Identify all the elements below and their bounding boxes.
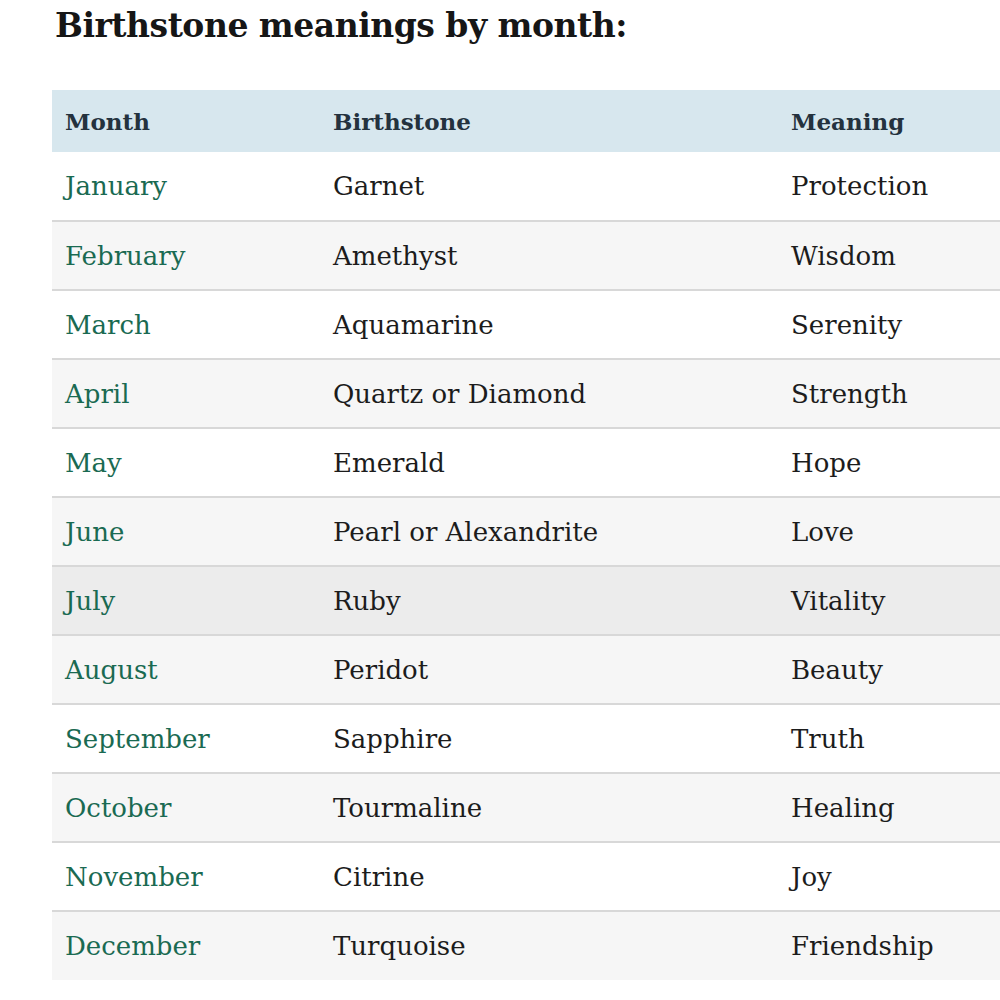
birthstone-cell: Emerald [320, 428, 778, 497]
birthstone-table: Month Birthstone Meaning January Garnet … [52, 90, 1000, 980]
column-header-month: Month [52, 90, 320, 152]
month-cell: July [52, 566, 320, 635]
table-row-november: November Citrine Joy [52, 842, 1000, 911]
month-cell: March [52, 290, 320, 359]
month-link[interactable]: April [65, 379, 129, 409]
table-row-march: March Aquamarine Serenity [52, 290, 1000, 359]
meaning-cell: Hope [778, 428, 1000, 497]
table-row-june: June Pearl or Alexandrite Love [52, 497, 1000, 566]
month-cell: August [52, 635, 320, 704]
month-link[interactable]: October [65, 793, 171, 823]
table-row-february: February Amethyst Wisdom [52, 221, 1000, 290]
meaning-cell: Wisdom [778, 221, 1000, 290]
table-header-row: Month Birthstone Meaning [52, 90, 1000, 152]
month-link[interactable]: December [65, 931, 200, 961]
month-cell: February [52, 221, 320, 290]
meaning-cell: Joy [778, 842, 1000, 911]
month-link[interactable]: July [65, 586, 115, 616]
month-link[interactable]: August [65, 655, 158, 685]
month-link[interactable]: June [65, 517, 124, 547]
table-row-may: May Emerald Hope [52, 428, 1000, 497]
meaning-cell: Strength [778, 359, 1000, 428]
month-cell: December [52, 911, 320, 980]
birthstone-cell: Amethyst [320, 221, 778, 290]
birthstone-cell: Garnet [320, 152, 778, 221]
meaning-cell: Healing [778, 773, 1000, 842]
birthstone-cell: Quartz or Diamond [320, 359, 778, 428]
page-title: Birthstone meanings by month: [55, 0, 627, 52]
meaning-cell: Friendship [778, 911, 1000, 980]
birthstone-cell: Sapphire [320, 704, 778, 773]
table-row-september: September Sapphire Truth [52, 704, 1000, 773]
birthstone-cell: Turquoise [320, 911, 778, 980]
month-link[interactable]: February [65, 241, 185, 271]
birthstone-cell: Peridot [320, 635, 778, 704]
birthstone-cell: Ruby [320, 566, 778, 635]
birthstone-cell: Aquamarine [320, 290, 778, 359]
table-row-august: August Peridot Beauty [52, 635, 1000, 704]
month-link[interactable]: January [65, 171, 167, 201]
month-cell: September [52, 704, 320, 773]
table-row-december: December Turquoise Friendship [52, 911, 1000, 980]
meaning-cell: Love [778, 497, 1000, 566]
month-cell: April [52, 359, 320, 428]
meaning-cell: Protection [778, 152, 1000, 221]
birthstone-cell: Pearl or Alexandrite [320, 497, 778, 566]
birthstone-cell: Citrine [320, 842, 778, 911]
month-link[interactable]: March [65, 310, 151, 340]
month-link[interactable]: November [65, 862, 203, 892]
meaning-cell: Serenity [778, 290, 1000, 359]
table-row-july: July Ruby Vitality [52, 566, 1000, 635]
month-cell: November [52, 842, 320, 911]
month-cell: May [52, 428, 320, 497]
meaning-cell: Vitality [778, 566, 1000, 635]
month-link[interactable]: September [65, 724, 210, 754]
month-link[interactable]: May [65, 448, 122, 478]
meaning-cell: Beauty [778, 635, 1000, 704]
meaning-cell: Truth [778, 704, 1000, 773]
table-row-october: October Tourmaline Healing [52, 773, 1000, 842]
table-row-january: January Garnet Protection [52, 152, 1000, 221]
column-header-meaning: Meaning [778, 90, 1000, 152]
birthstone-cell: Tourmaline [320, 773, 778, 842]
column-header-birthstone: Birthstone [320, 90, 778, 152]
month-cell: June [52, 497, 320, 566]
month-cell: October [52, 773, 320, 842]
table-row-april: April Quartz or Diamond Strength [52, 359, 1000, 428]
month-cell: January [52, 152, 320, 221]
